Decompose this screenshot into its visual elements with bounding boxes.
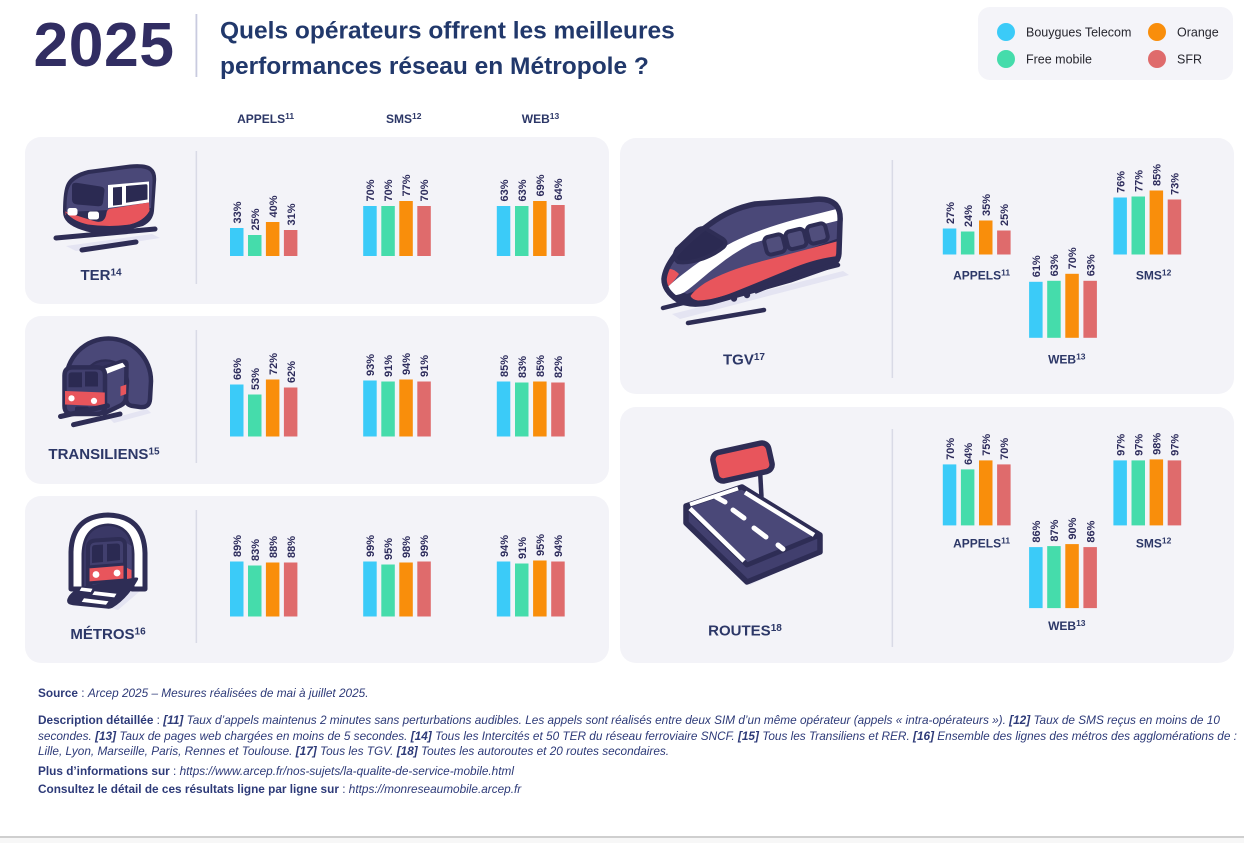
svg-text:97%: 97% <box>1115 434 1127 456</box>
svg-text:97%: 97% <box>1134 434 1146 456</box>
svg-text:91%: 91% <box>517 537 529 559</box>
svg-text:94%: 94% <box>401 353 413 375</box>
svg-text:APPELS11: APPELS11 <box>953 268 1010 283</box>
svg-text:31%: 31% <box>286 203 298 225</box>
svg-text:72%: 72% <box>268 353 280 375</box>
svg-text:APPELS11: APPELS11 <box>237 111 294 126</box>
svg-text:88%: 88% <box>286 536 298 558</box>
svg-text:89%: 89% <box>232 535 244 557</box>
svg-text:64%: 64% <box>553 178 565 200</box>
svg-text:87%: 87% <box>1049 519 1061 541</box>
svg-text:99%: 99% <box>419 535 431 557</box>
svg-text:27%: 27% <box>945 202 957 224</box>
svg-text:64%: 64% <box>963 443 975 465</box>
svg-text:ROUTES18: ROUTES18 <box>708 623 782 640</box>
svg-text:25%: 25% <box>250 208 262 230</box>
svg-text:95%: 95% <box>535 534 547 556</box>
svg-text:91%: 91% <box>383 355 395 377</box>
svg-text:MÉTROS16: MÉTROS16 <box>70 626 146 643</box>
svg-text:95%: 95% <box>383 538 395 560</box>
svg-text:24%: 24% <box>963 205 975 227</box>
svg-text:APPELS11: APPELS11 <box>953 536 1010 551</box>
svg-text:performances réseau en Métropo: performances réseau en Métropole ? <box>220 53 649 80</box>
svg-text:TRANSILIENS15: TRANSILIENS15 <box>48 446 160 463</box>
svg-text:25%: 25% <box>999 204 1011 226</box>
svg-text:61%: 61% <box>1031 255 1043 277</box>
svg-text:85%: 85% <box>499 355 511 377</box>
svg-text:77%: 77% <box>1134 170 1146 192</box>
svg-text:73%: 73% <box>1170 173 1182 195</box>
svg-text:70%: 70% <box>383 179 395 201</box>
svg-text:86%: 86% <box>1031 520 1043 542</box>
svg-text:Orange: Orange <box>1177 26 1219 40</box>
svg-text:94%: 94% <box>499 535 511 557</box>
svg-text:Free mobile: Free mobile <box>1026 53 1092 67</box>
svg-text:76%: 76% <box>1115 171 1127 193</box>
svg-text:98%: 98% <box>1152 433 1164 455</box>
svg-text:86%: 86% <box>1085 520 1097 542</box>
svg-text:WEB13: WEB13 <box>522 111 560 126</box>
svg-text:75%: 75% <box>981 434 993 456</box>
svg-text:70%: 70% <box>365 179 377 201</box>
svg-text:40%: 40% <box>268 195 280 217</box>
svg-text:77%: 77% <box>401 174 413 196</box>
svg-text:93%: 93% <box>365 354 377 376</box>
svg-text:83%: 83% <box>250 539 262 561</box>
svg-text:85%: 85% <box>1152 164 1164 186</box>
svg-text:33%: 33% <box>232 201 244 223</box>
svg-text:94%: 94% <box>553 535 565 557</box>
svg-text:63%: 63% <box>499 179 511 201</box>
svg-text:SMS12: SMS12 <box>386 111 422 126</box>
svg-text:88%: 88% <box>268 536 280 558</box>
svg-text:35%: 35% <box>981 194 993 216</box>
svg-text:70%: 70% <box>945 438 957 460</box>
svg-text:85%: 85% <box>535 355 547 377</box>
svg-text:99%: 99% <box>365 535 377 557</box>
svg-text:63%: 63% <box>1085 254 1097 276</box>
svg-text:83%: 83% <box>517 356 529 378</box>
svg-text:70%: 70% <box>1067 247 1079 269</box>
svg-text:2025: 2025 <box>34 10 175 80</box>
svg-text:97%: 97% <box>1170 434 1182 456</box>
svg-text:53%: 53% <box>250 368 262 390</box>
svg-text:70%: 70% <box>419 179 431 201</box>
svg-text:62%: 62% <box>286 361 298 383</box>
svg-text:63%: 63% <box>517 179 529 201</box>
svg-text:70%: 70% <box>999 438 1011 460</box>
svg-text:63%: 63% <box>1049 254 1061 276</box>
svg-text:69%: 69% <box>535 174 547 196</box>
svg-text:98%: 98% <box>401 536 413 558</box>
svg-text:82%: 82% <box>553 356 565 378</box>
svg-text:90%: 90% <box>1067 517 1079 539</box>
svg-text:SFR: SFR <box>1177 53 1202 67</box>
svg-text:Bouygues Telecom: Bouygues Telecom <box>1026 26 1131 40</box>
svg-text:Quels opérateurs offrent les m: Quels opérateurs offrent les meilleures <box>220 18 675 45</box>
svg-text:91%: 91% <box>419 355 431 377</box>
svg-text:66%: 66% <box>232 358 244 380</box>
